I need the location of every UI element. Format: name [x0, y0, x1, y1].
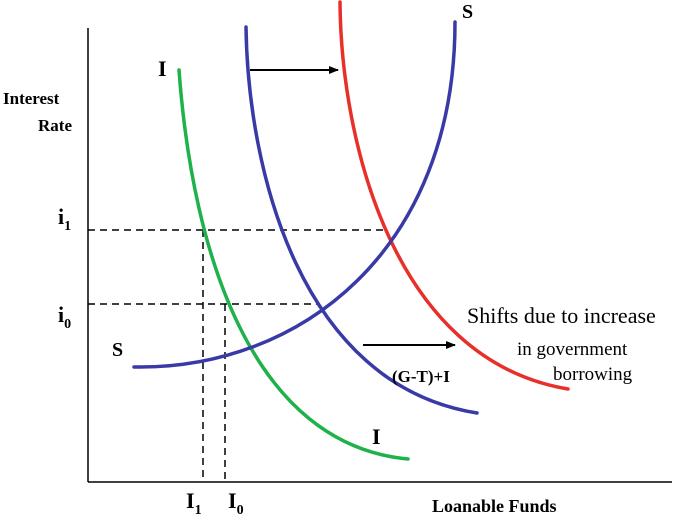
investment-plus-deficit-label: (G-T)+I [392, 367, 450, 386]
y-axis-label-line2: Rate [38, 116, 72, 135]
shifted-investment-plus-deficit-curve [338, 0, 570, 391]
rate-tick-i1-main: i [58, 204, 64, 229]
annotation-line2: in government [517, 339, 628, 360]
saving-curve-label-left: S [112, 339, 123, 361]
rate-tick-i0: i0 [58, 302, 71, 332]
annotation-line1: Shifts due to increase [467, 303, 656, 328]
rate-tick-i0-sub: 0 [64, 317, 71, 332]
x-axis-label: Loanable Funds [432, 496, 557, 516]
quantity-tick-I0-main: I [228, 488, 237, 513]
rate-tick-i1: i1 [58, 204, 71, 234]
quantity-tick-I0: I0 [228, 488, 244, 518]
y-axis-label-line1: Interest [3, 89, 60, 108]
quantity-tick-I1: I1 [186, 488, 202, 518]
investment-curve-label-top: I [158, 56, 167, 81]
guide-lines [88, 229, 386, 482]
quantity-tick-I1-main: I [186, 488, 195, 513]
saving-curve [132, 20, 457, 369]
annotation-line3: borrowing [553, 364, 633, 385]
rate-tick-i1-sub: 1 [64, 219, 71, 234]
rate-tick-i0-main: i [58, 302, 64, 327]
quantity-tick-I0-sub: 0 [237, 503, 244, 518]
investment-curve-label-bottom: I [372, 424, 381, 449]
original-investment-plus-deficit-curve [244, 25, 479, 415]
quantity-tick-I1-sub: 1 [195, 503, 202, 518]
saving-curve-label-top: S [462, 1, 473, 23]
investment-curve [177, 68, 410, 461]
